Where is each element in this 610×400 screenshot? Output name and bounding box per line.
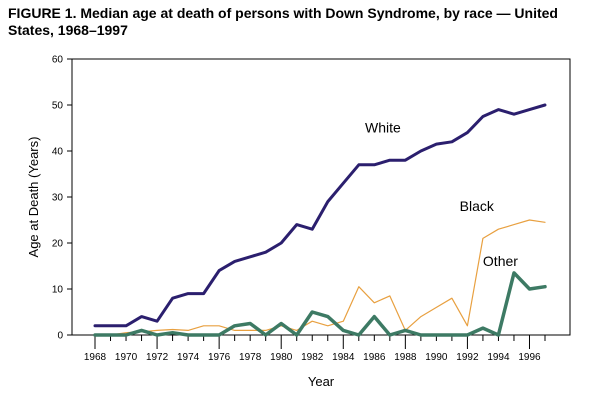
plot-frame xyxy=(71,58,571,336)
x-tick-label: 1976 xyxy=(208,352,231,363)
x-tick-label: 1968 xyxy=(84,352,107,363)
series-label-other: Other xyxy=(483,253,518,269)
y-tick-label: 20 xyxy=(52,239,64,250)
y-tick-label: 50 xyxy=(52,101,64,112)
x-tick-label: 1970 xyxy=(115,352,138,363)
y-tick-label: 10 xyxy=(52,285,64,296)
x-tick-label: 1972 xyxy=(146,352,169,363)
x-tick-label: 1982 xyxy=(301,352,324,363)
x-tick-label: 1990 xyxy=(425,352,448,363)
series-line-black xyxy=(94,219,546,336)
y-axis-title: Age at Death (Years) xyxy=(26,137,41,258)
series-labels: White Black Other xyxy=(365,120,518,269)
x-tick-label: 1988 xyxy=(394,352,417,363)
series-label-black: Black xyxy=(460,198,495,214)
y-tick-label: 60 xyxy=(52,55,64,66)
y-tick-label: 40 xyxy=(52,147,64,158)
series-line-other xyxy=(93,271,547,337)
axes xyxy=(71,58,571,336)
x-tick-label: 1994 xyxy=(487,352,510,363)
x-tick-label: 1980 xyxy=(270,352,293,363)
x-tick-label: 1974 xyxy=(177,352,200,363)
x-axis-title: Year xyxy=(308,374,335,389)
y-tick-label: 30 xyxy=(52,193,64,204)
y-axis-ticks: 0 10 20 30 40 50 60 xyxy=(52,55,72,342)
chart-title: FIGURE 1. Median age at death of persons… xyxy=(8,5,558,38)
x-tick-label: 1978 xyxy=(239,352,262,363)
x-axis-ticks: 1968 1970 1972 1974 1976 1978 1980 1982 1984 1986… xyxy=(84,335,546,363)
series-line-white xyxy=(93,103,547,328)
y-tick-label: 0 xyxy=(57,331,63,342)
x-tick-label: 1986 xyxy=(363,352,386,363)
series-lines xyxy=(93,103,547,337)
x-tick-label: 1992 xyxy=(456,352,479,363)
x-tick-label: 1984 xyxy=(332,352,355,363)
x-tick-label: 1996 xyxy=(518,352,541,363)
series-label-white: White xyxy=(365,120,401,136)
